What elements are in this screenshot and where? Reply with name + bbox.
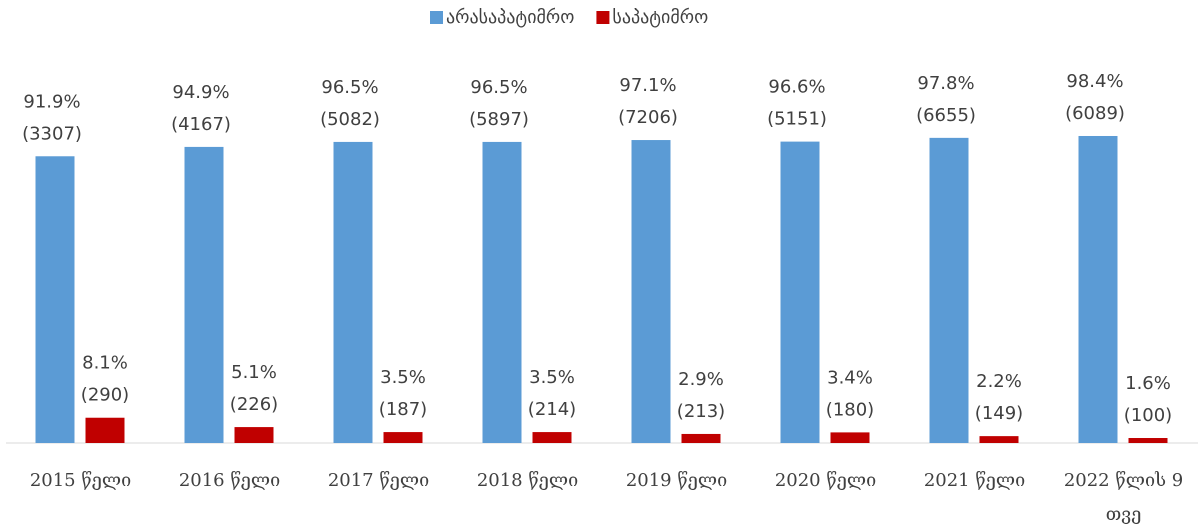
- bar: [1128, 438, 1168, 443]
- data-label: 2.9%: [678, 369, 724, 390]
- bar: [234, 427, 274, 443]
- data-label: 96.5%: [321, 77, 378, 98]
- bar: [780, 141, 820, 443]
- data-label: 96.6%: [768, 77, 825, 98]
- count-label: (226): [230, 394, 278, 415]
- data-label: 97.8%: [917, 73, 974, 94]
- data-label: 5.1%: [231, 362, 277, 383]
- x-tick-label: 2017 წელი: [327, 470, 430, 491]
- data-label: 94.9%: [172, 82, 229, 103]
- x-tick-label: 2022 წლის 9 თვე: [1063, 470, 1184, 525]
- data-label: 91.9%: [23, 91, 80, 112]
- legend-label: არასაპატიმრო: [446, 7, 574, 28]
- x-tick-label: 2016 წელი: [178, 470, 281, 491]
- count-label: (213): [677, 401, 725, 422]
- bar: [532, 432, 572, 443]
- bar: [929, 137, 969, 443]
- data-label: 97.1%: [619, 75, 676, 96]
- x-tick-label: 2021 წელი: [923, 470, 1026, 491]
- count-label: (7206): [618, 107, 678, 128]
- bar: [85, 417, 125, 443]
- count-label: (214): [528, 399, 576, 420]
- count-label: (187): [379, 399, 427, 420]
- data-label: 96.5%: [470, 77, 527, 98]
- bar: [1078, 135, 1118, 443]
- legend-label: საპატიმრო: [612, 7, 708, 28]
- bar: [830, 432, 870, 443]
- bar: [681, 433, 721, 443]
- x-tick-label: 2015 წელი: [29, 470, 132, 491]
- data-label: 3.5%: [529, 367, 575, 388]
- count-label: (5151): [767, 109, 827, 130]
- legend-swatch: [596, 11, 610, 24]
- bar: [184, 146, 224, 444]
- bar: [333, 141, 373, 444]
- count-label: (290): [81, 385, 129, 406]
- bar: [35, 156, 75, 443]
- x-tick-label: 2019 წელი: [625, 470, 728, 491]
- data-label: 3.5%: [380, 367, 426, 388]
- data-label: 3.4%: [827, 367, 873, 388]
- legend-swatch: [430, 11, 443, 24]
- bar: [383, 432, 423, 443]
- data-label: 1.6%: [1125, 373, 1171, 394]
- count-label: (149): [975, 403, 1023, 424]
- count-label: (100): [1124, 405, 1172, 426]
- bar: [631, 140, 671, 443]
- count-label: (6089): [1065, 103, 1125, 124]
- x-tick-label: 2020 წელი: [774, 470, 877, 491]
- data-label: 98.4%: [1066, 71, 1123, 92]
- x-tick-label: 2018 წელი: [476, 470, 579, 491]
- count-label: (3307): [22, 123, 82, 144]
- bar: [482, 141, 522, 444]
- count-label: (5082): [320, 109, 380, 130]
- bar: [979, 436, 1019, 443]
- data-label: 2.2%: [976, 371, 1022, 392]
- count-label: (5897): [469, 109, 529, 130]
- count-label: (180): [826, 399, 874, 420]
- data-label: 8.1%: [82, 353, 128, 374]
- count-label: (6655): [916, 105, 976, 126]
- count-label: (4167): [171, 114, 231, 135]
